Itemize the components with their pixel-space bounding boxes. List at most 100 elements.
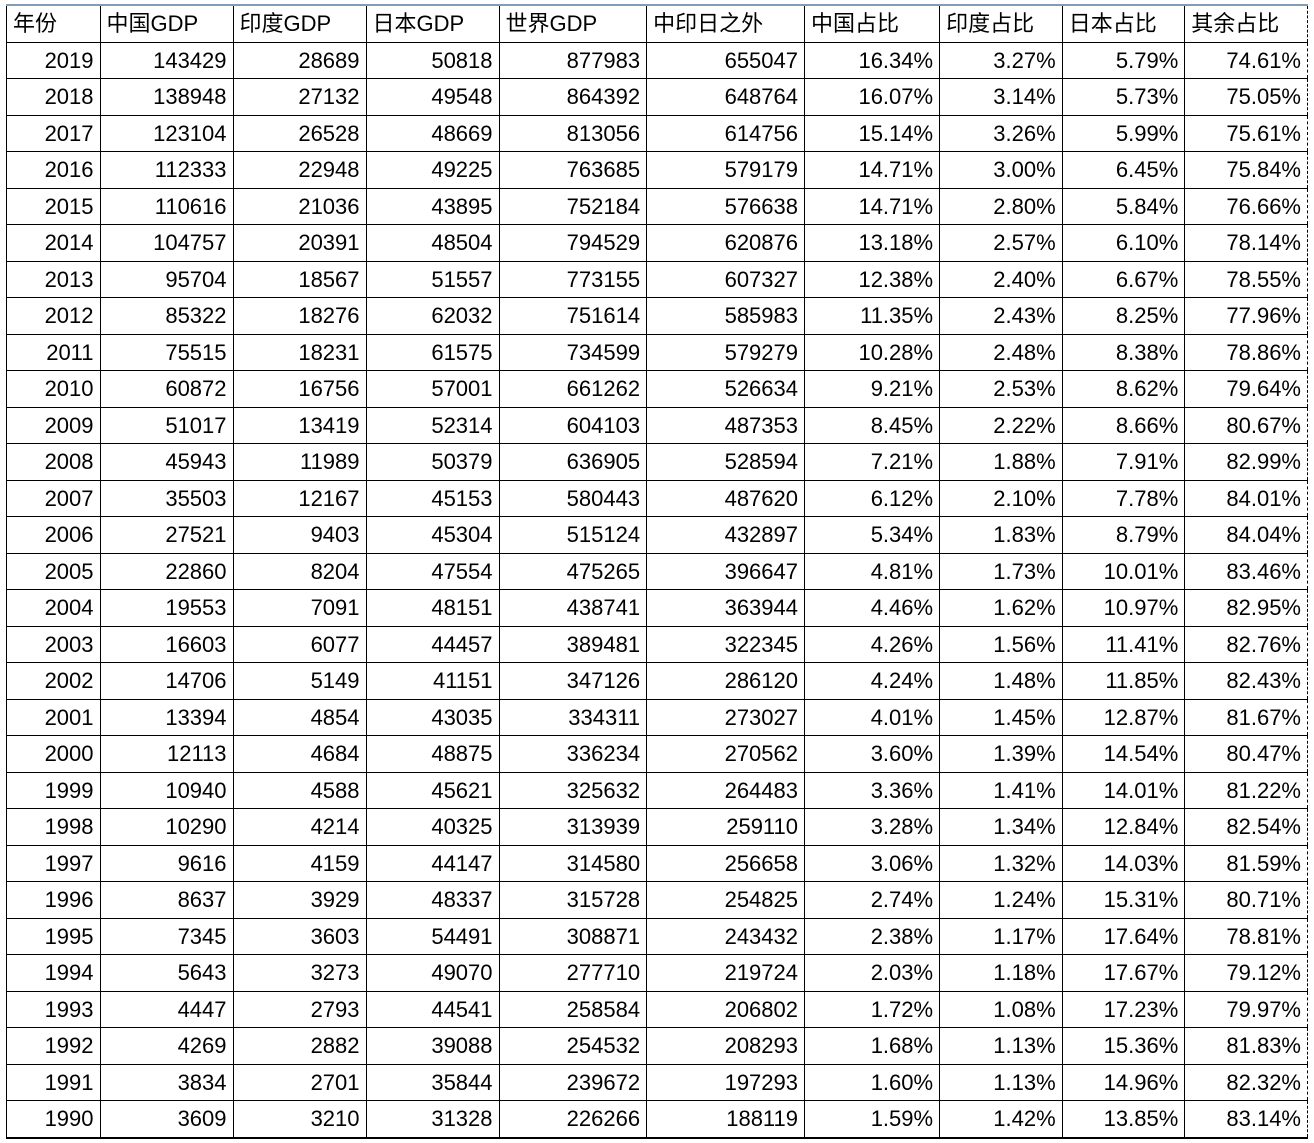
- cell-china_pct[interactable]: 7.21%: [805, 444, 940, 481]
- cell-world_gdp[interactable]: 515124: [499, 517, 647, 554]
- cell-japan_gdp[interactable]: 48504: [366, 225, 499, 262]
- cell-japan_gdp[interactable]: 48337: [366, 882, 499, 919]
- cell-japan_gdp[interactable]: 44541: [366, 991, 499, 1028]
- cell-rest_pct[interactable]: 79.12%: [1185, 955, 1308, 992]
- cell-world_gdp[interactable]: 773155: [499, 261, 647, 298]
- cell-india_pct[interactable]: 2.57%: [940, 225, 1063, 262]
- cell-china_pct[interactable]: 2.03%: [805, 955, 940, 992]
- cell-india_gdp[interactable]: 18276: [233, 298, 366, 335]
- cell-rest_pct[interactable]: 82.95%: [1185, 590, 1308, 627]
- cell-year[interactable]: 2019: [7, 42, 101, 79]
- cell-japan_pct[interactable]: 8.66%: [1062, 407, 1185, 444]
- cell-japan_gdp[interactable]: 50379: [366, 444, 499, 481]
- cell-year[interactable]: 2010: [7, 371, 101, 408]
- cell-year[interactable]: 1992: [7, 1028, 101, 1065]
- cell-japan_pct[interactable]: 14.03%: [1062, 845, 1185, 882]
- cell-india_gdp[interactable]: 3273: [233, 955, 366, 992]
- cell-china_pct[interactable]: 3.06%: [805, 845, 940, 882]
- cell-india_gdp[interactable]: 3603: [233, 918, 366, 955]
- cell-japan_pct[interactable]: 8.62%: [1062, 371, 1185, 408]
- cell-india_pct[interactable]: 1.17%: [940, 918, 1063, 955]
- cell-year[interactable]: 1997: [7, 845, 101, 882]
- cell-year[interactable]: 1993: [7, 991, 101, 1028]
- cell-china_pct[interactable]: 5.34%: [805, 517, 940, 554]
- cell-year[interactable]: 2003: [7, 626, 101, 663]
- cell-japan_gdp[interactable]: 52314: [366, 407, 499, 444]
- cell-india_gdp[interactable]: 4588: [233, 772, 366, 809]
- cell-world_gdp[interactable]: 347126: [499, 663, 647, 700]
- cell-rest_gdp[interactable]: 206802: [647, 991, 805, 1028]
- cell-india_pct[interactable]: 2.48%: [940, 334, 1063, 371]
- cell-japan_pct[interactable]: 5.99%: [1062, 115, 1185, 152]
- cell-india_pct[interactable]: 1.56%: [940, 626, 1063, 663]
- cell-year[interactable]: 2004: [7, 590, 101, 627]
- cell-china_gdp[interactable]: 4447: [100, 991, 233, 1028]
- cell-year[interactable]: 2006: [7, 517, 101, 554]
- cell-china_pct[interactable]: 2.74%: [805, 882, 940, 919]
- cell-china_gdp[interactable]: 3609: [100, 1101, 233, 1138]
- cell-world_gdp[interactable]: 334311: [499, 699, 647, 736]
- cell-japan_pct[interactable]: 8.38%: [1062, 334, 1185, 371]
- cell-china_pct[interactable]: 15.14%: [805, 115, 940, 152]
- cell-china_gdp[interactable]: 10290: [100, 809, 233, 846]
- cell-japan_gdp[interactable]: 62032: [366, 298, 499, 335]
- cell-world_gdp[interactable]: 314580: [499, 845, 647, 882]
- cell-china_pct[interactable]: 16.07%: [805, 79, 940, 116]
- cell-japan_gdp[interactable]: 39088: [366, 1028, 499, 1065]
- cell-china_gdp[interactable]: 27521: [100, 517, 233, 554]
- cell-india_gdp[interactable]: 9403: [233, 517, 366, 554]
- cell-rest_gdp[interactable]: 188119: [647, 1101, 805, 1138]
- cell-china_pct[interactable]: 4.01%: [805, 699, 940, 736]
- cell-india_gdp[interactable]: 27132: [233, 79, 366, 116]
- cell-india_pct[interactable]: 3.27%: [940, 42, 1063, 79]
- cell-india_pct[interactable]: 2.22%: [940, 407, 1063, 444]
- cell-rest_gdp[interactable]: 259110: [647, 809, 805, 846]
- cell-rest_gdp[interactable]: 254825: [647, 882, 805, 919]
- cell-rest_pct[interactable]: 78.55%: [1185, 261, 1308, 298]
- cell-china_gdp[interactable]: 14706: [100, 663, 233, 700]
- cell-japan_gdp[interactable]: 54491: [366, 918, 499, 955]
- cell-world_gdp[interactable]: 438741: [499, 590, 647, 627]
- cell-rest_gdp[interactable]: 579279: [647, 334, 805, 371]
- cell-rest_gdp[interactable]: 286120: [647, 663, 805, 700]
- cell-india_gdp[interactable]: 4854: [233, 699, 366, 736]
- cell-india_pct[interactable]: 1.48%: [940, 663, 1063, 700]
- cell-rest_pct[interactable]: 81.83%: [1185, 1028, 1308, 1065]
- cell-rest_pct[interactable]: 76.66%: [1185, 188, 1308, 225]
- cell-rest_gdp[interactable]: 264483: [647, 772, 805, 809]
- cell-year[interactable]: 2011: [7, 334, 101, 371]
- cell-japan_gdp[interactable]: 45153: [366, 480, 499, 517]
- cell-japan_gdp[interactable]: 49225: [366, 152, 499, 189]
- cell-india_pct[interactable]: 1.73%: [940, 553, 1063, 590]
- cell-japan_gdp[interactable]: 48151: [366, 590, 499, 627]
- cell-india_pct[interactable]: 3.26%: [940, 115, 1063, 152]
- cell-year[interactable]: 2009: [7, 407, 101, 444]
- cell-japan_pct[interactable]: 8.25%: [1062, 298, 1185, 335]
- cell-india_gdp[interactable]: 7091: [233, 590, 366, 627]
- cell-china_gdp[interactable]: 85322: [100, 298, 233, 335]
- cell-india_gdp[interactable]: 22948: [233, 152, 366, 189]
- cell-year[interactable]: 2002: [7, 663, 101, 700]
- cell-india_pct[interactable]: 1.13%: [940, 1064, 1063, 1101]
- cell-rest_gdp[interactable]: 585983: [647, 298, 805, 335]
- cell-china_gdp[interactable]: 22860: [100, 553, 233, 590]
- cell-rest_pct[interactable]: 74.61%: [1185, 42, 1308, 79]
- cell-year[interactable]: 2001: [7, 699, 101, 736]
- col-header-japan_gdp[interactable]: 日本GDP: [366, 5, 499, 42]
- cell-india_gdp[interactable]: 4159: [233, 845, 366, 882]
- cell-india_pct[interactable]: 2.43%: [940, 298, 1063, 335]
- col-header-rest_gdp[interactable]: 中印日之外: [647, 5, 805, 42]
- cell-world_gdp[interactable]: 734599: [499, 334, 647, 371]
- cell-rest_gdp[interactable]: 256658: [647, 845, 805, 882]
- cell-rest_pct[interactable]: 82.99%: [1185, 444, 1308, 481]
- cell-india_gdp[interactable]: 2701: [233, 1064, 366, 1101]
- cell-india_gdp[interactable]: 2882: [233, 1028, 366, 1065]
- cell-japan_pct[interactable]: 12.84%: [1062, 809, 1185, 846]
- cell-rest_gdp[interactable]: 526634: [647, 371, 805, 408]
- cell-japan_gdp[interactable]: 51557: [366, 261, 499, 298]
- cell-india_pct[interactable]: 2.53%: [940, 371, 1063, 408]
- cell-year[interactable]: 1995: [7, 918, 101, 955]
- cell-world_gdp[interactable]: 239672: [499, 1064, 647, 1101]
- cell-india_pct[interactable]: 3.00%: [940, 152, 1063, 189]
- cell-japan_pct[interactable]: 14.54%: [1062, 736, 1185, 773]
